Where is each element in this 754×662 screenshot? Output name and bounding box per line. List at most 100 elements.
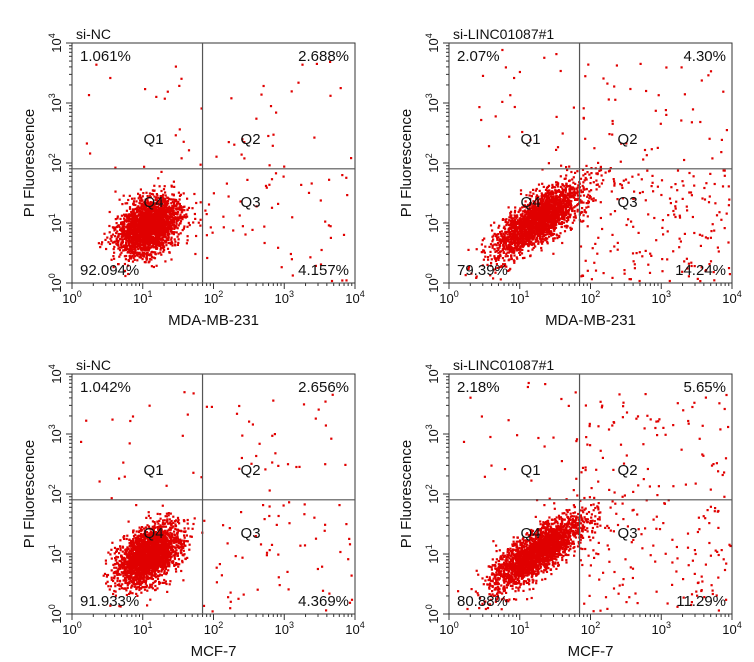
data-point: [709, 236, 712, 239]
data-point: [159, 196, 162, 199]
data-point: [569, 205, 573, 209]
data-point: [651, 181, 654, 184]
data-point: [115, 237, 118, 240]
data-point: [505, 230, 508, 234]
data-point: [128, 223, 131, 226]
data-point: [507, 269, 510, 272]
data-point: [141, 195, 144, 198]
data-point: [114, 218, 117, 221]
data-point: [175, 221, 178, 224]
data-point: [536, 229, 539, 232]
x-tick-label: 103: [275, 289, 294, 306]
data-point: [526, 205, 529, 208]
data-point: [490, 258, 493, 261]
data-point: [517, 232, 520, 235]
data-point: [111, 226, 114, 229]
data-point: [553, 206, 556, 209]
data-point: [513, 243, 516, 247]
data-point: [155, 222, 158, 225]
data-point: [132, 209, 135, 212]
data-point: [495, 249, 498, 253]
data-point: [574, 216, 577, 219]
data-point: [110, 234, 113, 237]
data-point: [128, 207, 132, 210]
data-point: [540, 231, 543, 234]
data-point: [133, 234, 136, 237]
data-point: [122, 245, 125, 248]
x-tick-base: 10: [133, 291, 147, 306]
data-point: [562, 201, 565, 204]
data-point: [156, 222, 159, 225]
data-point: [567, 209, 570, 212]
data-point: [683, 260, 686, 263]
data-point: [556, 199, 559, 202]
data-point: [649, 252, 652, 255]
data-point: [131, 215, 134, 218]
data-point: [110, 239, 113, 242]
x-tick-exponent: 4: [360, 289, 365, 299]
data-point: [153, 205, 156, 208]
data-point: [121, 227, 124, 230]
data-point: [164, 229, 167, 232]
data-point: [277, 246, 280, 249]
data-point: [109, 76, 112, 80]
data-point: [574, 214, 577, 217]
data-point: [533, 218, 536, 221]
data-point: [113, 257, 116, 260]
data-point: [560, 203, 563, 206]
data-point: [119, 217, 122, 220]
data-point: [503, 234, 506, 237]
data-point: [520, 213, 523, 216]
data-point: [132, 200, 136, 203]
data-point: [150, 215, 153, 218]
data-point: [290, 258, 293, 261]
data-point: [146, 202, 150, 205]
data-point: [154, 225, 157, 228]
data-point: [504, 264, 507, 267]
data-point: [139, 219, 143, 222]
data-point: [154, 234, 157, 238]
data-point: [153, 238, 156, 241]
data-point: [178, 198, 181, 201]
data-point: [183, 209, 186, 212]
data-point: [153, 227, 156, 230]
data-point: [546, 237, 549, 240]
data-point: [144, 225, 147, 228]
data-point: [552, 252, 555, 255]
data-point: [161, 201, 164, 204]
data-point: [552, 239, 555, 242]
data-point: [539, 198, 542, 201]
data-point: [541, 242, 544, 245]
data-point: [699, 244, 702, 247]
data-point: [123, 225, 126, 228]
data-point: [166, 210, 169, 213]
data-point: [150, 207, 154, 210]
data-point: [728, 273, 731, 276]
data-point: [139, 253, 142, 256]
flow-cytometry-panel: 100 101 102 103 104 100 101 102 103 104 si-NC MDA-M…: [0, 0, 377, 331]
data-point: [727, 241, 730, 244]
data-point: [165, 239, 168, 242]
data-point: [522, 227, 525, 231]
data-point: [643, 148, 647, 152]
data-point: [499, 265, 502, 269]
data-point: [572, 176, 575, 179]
data-point: [140, 246, 143, 249]
data-point: [540, 196, 543, 199]
data-point: [129, 232, 132, 235]
data-point: [545, 198, 548, 201]
data-point: [531, 211, 534, 214]
data-point: [504, 230, 507, 233]
data-point: [145, 255, 148, 258]
data-point: [232, 229, 235, 232]
data-point: [130, 228, 133, 232]
data-point: [175, 219, 178, 222]
data-point: [140, 228, 143, 231]
data-point: [154, 240, 157, 243]
data-point: [637, 231, 640, 234]
data-point: [135, 243, 138, 246]
data-point: [269, 105, 273, 108]
data-point: [569, 226, 572, 229]
data-point: [119, 232, 122, 236]
data-point: [690, 261, 693, 264]
